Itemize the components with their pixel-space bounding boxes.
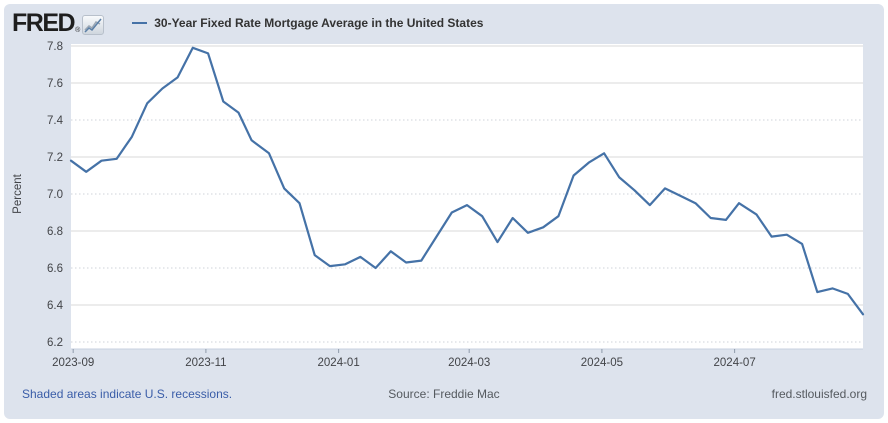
source-text: Source: Freddie Mac <box>388 387 500 401</box>
plot-area <box>71 44 863 349</box>
recessions-note-link[interactable]: Shaded areas indicate U.S. recessions. <box>22 387 233 401</box>
legend-item[interactable]: 30-Year Fixed Rate Mortgage Average in t… <box>132 16 483 30</box>
y-axis-label: 6.6 <box>47 263 63 275</box>
fred-logo-text: FRED <box>12 9 76 37</box>
y-axis-label: 7.6 <box>47 78 63 90</box>
series-title: 30-Year Fixed Rate Mortgage Average in t… <box>154 16 484 30</box>
x-axis-label: 2024-03 <box>448 357 490 369</box>
y-axis-label: 7.8 <box>47 41 63 53</box>
y-axis-label: 6.2 <box>47 337 63 349</box>
y-axis-title: Percent <box>12 173 24 213</box>
x-axis-label: 2023-09 <box>52 357 94 369</box>
registered-mark: ® <box>75 27 81 34</box>
fred-url: fred.stlouisfed.org <box>771 387 867 401</box>
x-axis-label: 2024-01 <box>318 357 360 369</box>
x-axis-label: 2024-05 <box>581 357 623 369</box>
fred-logo-chart-icon <box>82 15 105 35</box>
chart-header: FRED ® 30-Year Fixed Rate Mortgage Avera… <box>8 8 880 38</box>
y-axis-label: 7.0 <box>47 189 63 201</box>
legend-line-icon <box>132 22 148 24</box>
y-axis-label: 6.4 <box>47 300 64 312</box>
y-axis-label: 7.2 <box>47 152 63 164</box>
data-line <box>69 46 865 316</box>
chart-footer: Shaded areas indicate U.S. recessions. S… <box>0 387 888 407</box>
y-axis-label: 6.8 <box>47 226 63 238</box>
fred-logo[interactable]: FRED ® <box>12 9 105 37</box>
x-axis-label: 2024-07 <box>714 357 756 369</box>
y-axis-label: 7.4 <box>47 115 64 127</box>
x-axis-label: 2023-11 <box>185 357 226 369</box>
